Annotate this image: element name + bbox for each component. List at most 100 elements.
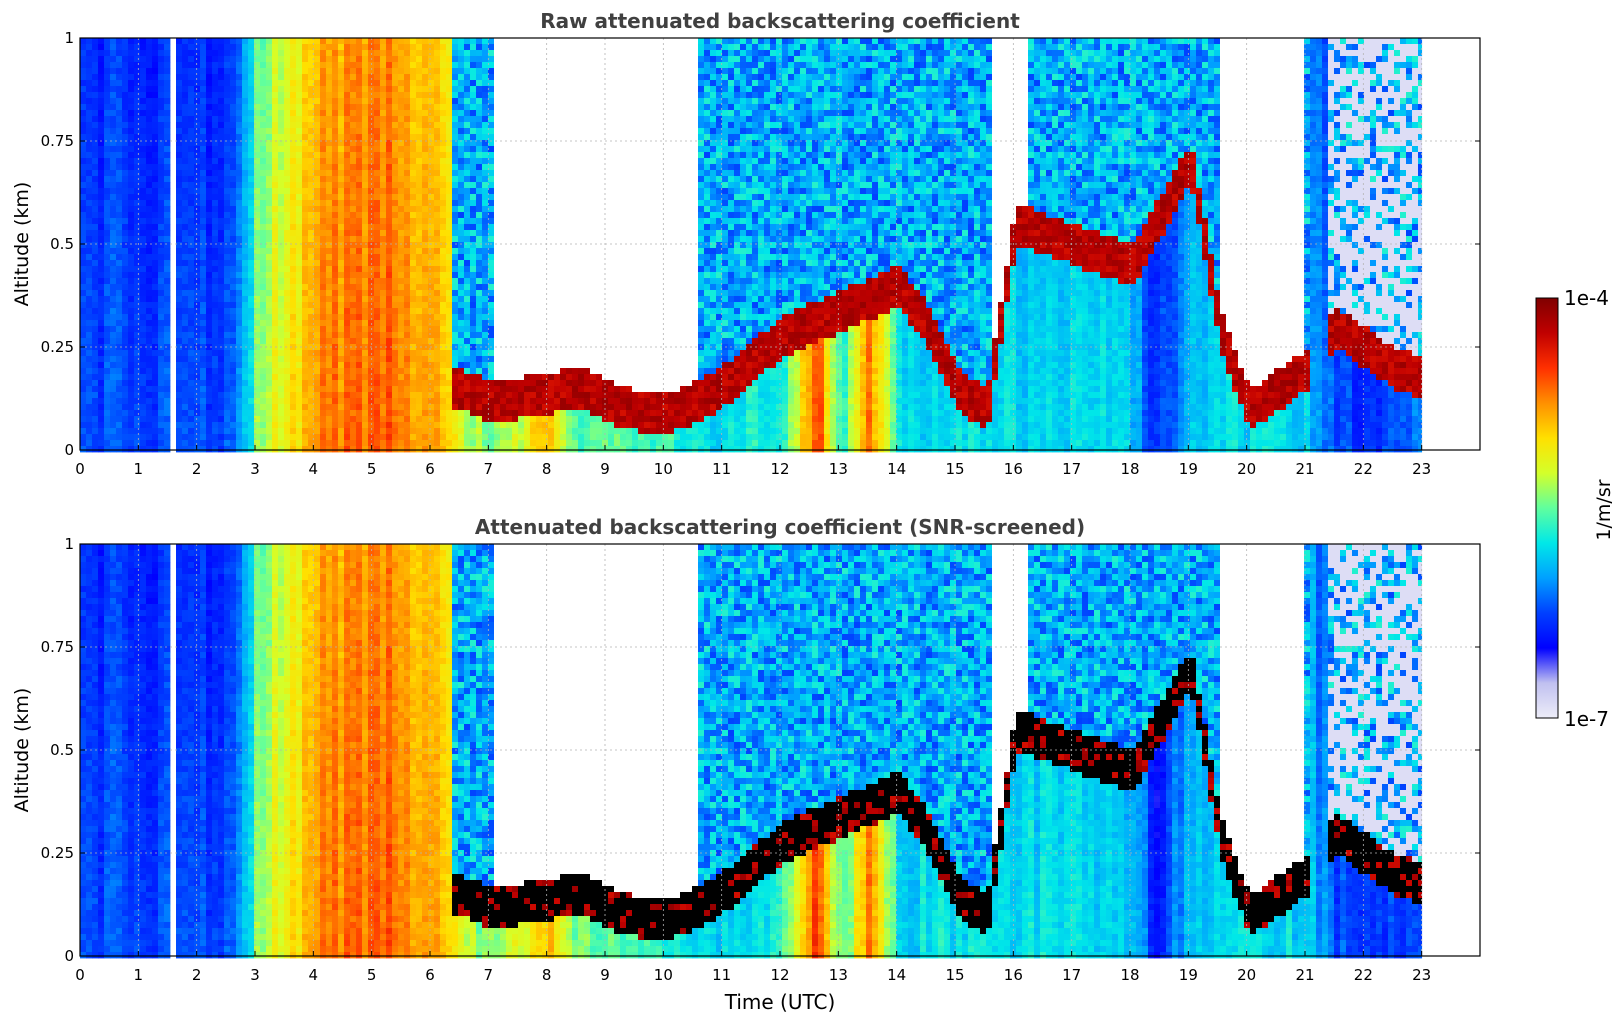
- heatmap-cell: [368, 164, 375, 171]
- heatmap-cell: [296, 218, 303, 225]
- heatmap-cell: [422, 254, 429, 261]
- heatmap-cell: [128, 392, 135, 399]
- heatmap-cell: [92, 272, 99, 279]
- heatmap-cell: [452, 188, 459, 195]
- heatmap-cell: [248, 428, 255, 435]
- heatmap-cell: [152, 434, 159, 441]
- heatmap-cell: [86, 182, 93, 189]
- heatmap-cell: [128, 428, 135, 435]
- heatmap-cell: [158, 242, 165, 249]
- heatmap-cell: [482, 236, 489, 243]
- heatmap-cell: [386, 242, 393, 249]
- heatmap-cell: [464, 362, 471, 369]
- heatmap-cell: [116, 110, 123, 117]
- heatmap-cell: [446, 254, 453, 261]
- heatmap-cell: [410, 134, 417, 141]
- heatmap-cell: [302, 98, 309, 105]
- heatmap-cell: [236, 212, 243, 219]
- heatmap-cell: [206, 158, 213, 165]
- heatmap-cell: [134, 278, 141, 285]
- heatmap-cell: [452, 86, 459, 93]
- heatmap-cell: [512, 80, 519, 87]
- heatmap-cell: [338, 326, 345, 333]
- heatmap-cell: [164, 320, 171, 327]
- heatmap-cell: [512, 170, 519, 177]
- heatmap-cell: [410, 260, 417, 267]
- heatmap-cell: [122, 80, 129, 87]
- heatmap-cell: [266, 326, 273, 333]
- heatmap-cell: [440, 218, 447, 225]
- heatmap-cell: [470, 356, 477, 363]
- heatmap-cell: [500, 410, 507, 417]
- heatmap-cell: [470, 368, 477, 375]
- heatmap-cell: [152, 68, 159, 75]
- heatmap-cell: [464, 224, 471, 231]
- heatmap-cell: [110, 206, 117, 213]
- heatmap-cell: [332, 338, 339, 345]
- heatmap-cell: [302, 254, 309, 261]
- heatmap-cell: [362, 242, 369, 249]
- heatmap-cell: [266, 392, 273, 399]
- heatmap-cell: [218, 218, 225, 225]
- heatmap-cell: [410, 350, 417, 357]
- heatmap-cell: [152, 302, 159, 309]
- heatmap-cell: [350, 320, 357, 327]
- heatmap-cell: [188, 62, 195, 69]
- heatmap-cell: [242, 416, 249, 423]
- heatmap-cell: [218, 398, 225, 405]
- heatmap-cell: [476, 116, 483, 123]
- heatmap-cell: [344, 386, 351, 393]
- heatmap-cell: [266, 380, 273, 387]
- heatmap-cell: [206, 104, 213, 111]
- heatmap-cell: [104, 380, 111, 387]
- heatmap-cell: [356, 116, 363, 123]
- heatmap-cell: [104, 158, 111, 165]
- heatmap-cell: [212, 308, 219, 315]
- heatmap-cell: [104, 134, 111, 141]
- heatmap-cell: [440, 62, 447, 69]
- heatmap-cell: [122, 320, 129, 327]
- heatmap-cell: [188, 50, 195, 57]
- heatmap-cell: [176, 296, 183, 303]
- heatmap-cell: [164, 398, 171, 405]
- heatmap-cell: [86, 188, 93, 195]
- heatmap-cell: [326, 158, 333, 165]
- heatmap-cell: [296, 50, 303, 57]
- heatmap-cell: [248, 140, 255, 147]
- heatmap-cell: [428, 374, 435, 381]
- heatmap-cell: [296, 56, 303, 63]
- heatmap-cell: [140, 80, 147, 87]
- heatmap-cell: [266, 182, 273, 189]
- heatmap-cell: [482, 284, 489, 291]
- heatmap-cell: [134, 224, 141, 231]
- heatmap-cell: [158, 266, 165, 273]
- heatmap-cell: [308, 326, 315, 333]
- heatmap-cell: [464, 188, 471, 195]
- heatmap-cell: [326, 440, 333, 447]
- heatmap-cell: [230, 272, 237, 279]
- heatmap-cell: [458, 266, 465, 273]
- heatmap-cell: [416, 86, 423, 93]
- heatmap-cell: [296, 86, 303, 93]
- heatmap-cell: [194, 272, 201, 279]
- heatmap-cell: [302, 212, 309, 219]
- heatmap-cell: [416, 92, 423, 99]
- heatmap-cell: [404, 242, 411, 249]
- heatmap-cell: [278, 134, 285, 141]
- heatmap-cell: [404, 98, 411, 105]
- heatmap-cell: [392, 320, 399, 327]
- heatmap-cell: [86, 374, 93, 381]
- heatmap-cell: [314, 410, 321, 417]
- heatmap-cell: [98, 194, 105, 201]
- heatmap-cell: [506, 356, 513, 363]
- heatmap-cell: [362, 80, 369, 87]
- heatmap-cell: [314, 74, 321, 81]
- heatmap-cell: [182, 386, 189, 393]
- heatmap-cell: [314, 134, 321, 141]
- heatmap-cell: [470, 362, 477, 369]
- heatmap-cell: [434, 194, 441, 201]
- heatmap-cell: [452, 200, 459, 207]
- heatmap-cell: [176, 170, 183, 177]
- heatmap-cell: [344, 236, 351, 243]
- heatmap-cell: [398, 392, 405, 399]
